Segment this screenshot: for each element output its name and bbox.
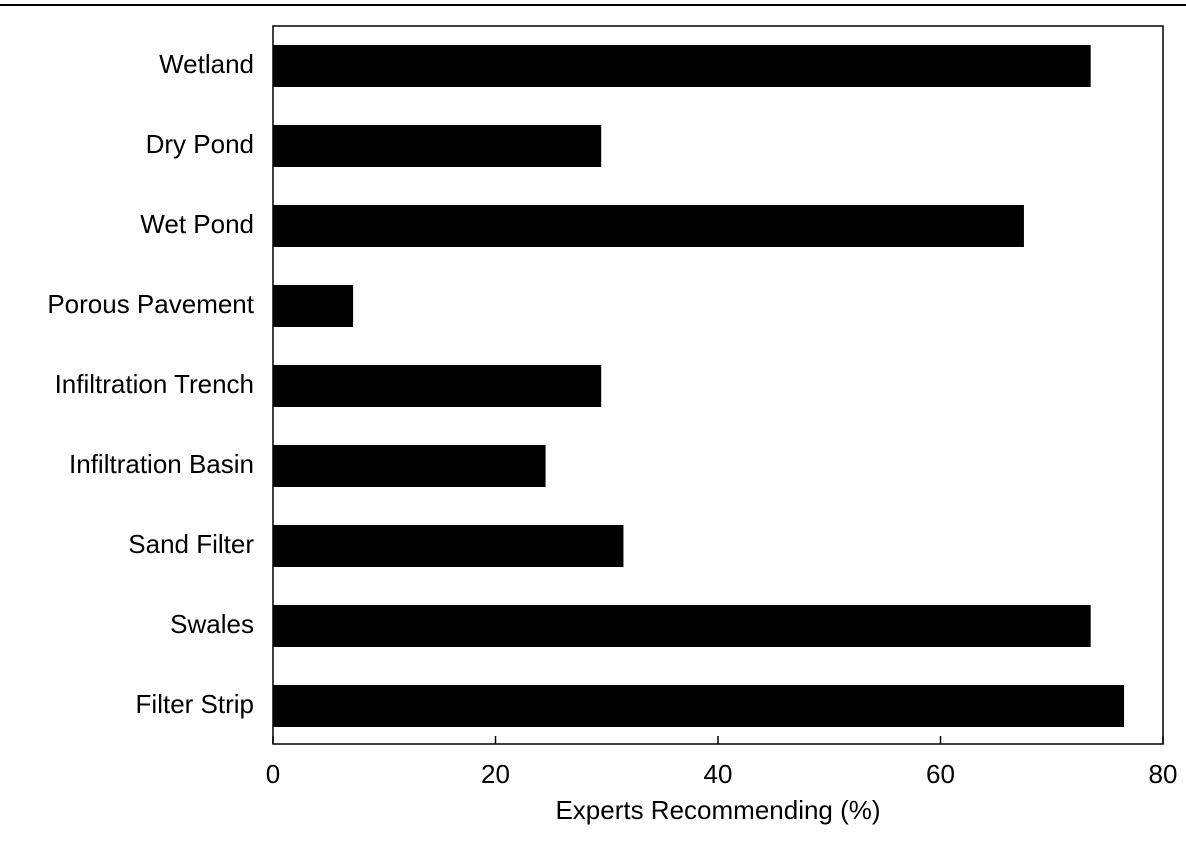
x-axis-ticks: 0 20 40 60 80 xyxy=(266,736,1178,789)
category-label: Filter Strip xyxy=(136,689,254,719)
category-label: Swales xyxy=(170,609,254,639)
bar-porous-pavement xyxy=(273,285,354,327)
x-tick-label: 60 xyxy=(926,759,955,789)
category-labels: Wetland Dry Pond Wet Pond Porous Pavement In… xyxy=(47,49,254,719)
category-label: Sand Filter xyxy=(128,529,254,559)
bar-infiltration-trench xyxy=(273,365,602,407)
bar-swales xyxy=(273,605,1091,647)
bar-dry-pond xyxy=(273,125,602,167)
bar-sand-filter xyxy=(273,525,624,567)
category-label: Infiltration Basin xyxy=(69,449,254,479)
category-label: Wetland xyxy=(159,49,254,79)
x-tick-label: 40 xyxy=(704,759,733,789)
bar-infiltration-basin xyxy=(273,445,546,487)
category-label: Infiltration Trench xyxy=(55,369,254,399)
category-label: Wet Pond xyxy=(140,209,254,239)
category-label: Porous Pavement xyxy=(47,289,254,319)
x-tick-label: 20 xyxy=(481,759,510,789)
x-tick-label: 80 xyxy=(1149,759,1178,789)
x-axis-title: Experts Recommending (%) xyxy=(555,795,880,825)
bar-wet-pond xyxy=(273,205,1024,247)
bar-wetland xyxy=(273,45,1091,87)
bars-layer xyxy=(273,45,1125,727)
bar-filter-strip xyxy=(273,685,1125,727)
category-label: Dry Pond xyxy=(146,129,254,159)
x-tick-label: 0 xyxy=(266,759,280,789)
